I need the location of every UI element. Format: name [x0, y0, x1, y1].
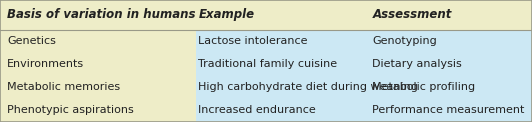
- Text: High carbohydrate diet during weaning: High carbohydrate diet during weaning: [198, 82, 418, 92]
- Text: Increased endurance: Increased endurance: [198, 106, 316, 116]
- Bar: [196, 30, 532, 53]
- Text: Performance measurement: Performance measurement: [372, 106, 525, 116]
- Text: Metabolic profiling: Metabolic profiling: [372, 82, 476, 92]
- Text: Metabolic memories: Metabolic memories: [7, 82, 120, 92]
- Text: Phenotypic aspirations: Phenotypic aspirations: [7, 106, 134, 116]
- Bar: [196, 76, 532, 99]
- Text: Lactose intolerance: Lactose intolerance: [198, 36, 308, 46]
- Text: Traditional family cuisine: Traditional family cuisine: [198, 59, 338, 69]
- Bar: [0, 53, 196, 76]
- Text: Example: Example: [198, 8, 254, 21]
- Text: Environments: Environments: [7, 59, 84, 69]
- Text: Genetics: Genetics: [7, 36, 56, 46]
- Bar: [196, 53, 532, 76]
- Bar: [0, 0, 532, 30]
- Text: Genotyping: Genotyping: [372, 36, 437, 46]
- Text: Assessment: Assessment: [372, 8, 452, 21]
- Bar: [196, 99, 532, 122]
- Bar: [0, 99, 196, 122]
- Text: Dietary analysis: Dietary analysis: [372, 59, 462, 69]
- Bar: [0, 30, 196, 53]
- Text: Basis of variation in humans: Basis of variation in humans: [7, 8, 195, 21]
- Bar: [0, 76, 196, 99]
